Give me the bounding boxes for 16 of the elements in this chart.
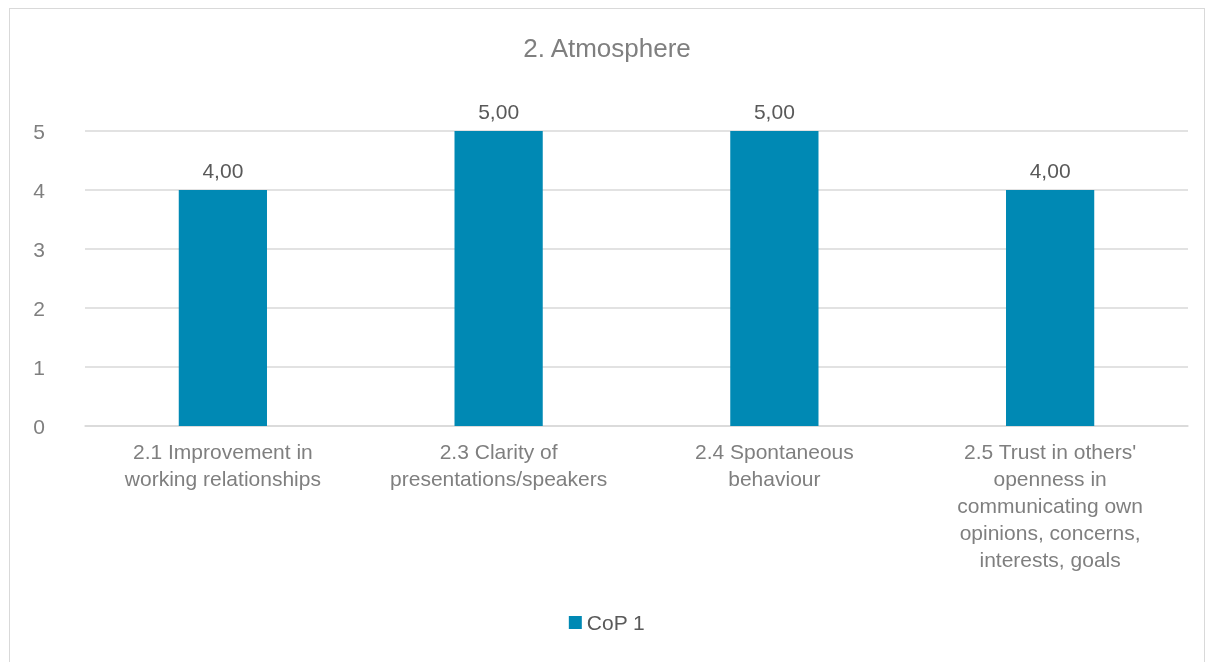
data-label: 5,00 <box>753 100 795 123</box>
data-label: 5,00 <box>478 100 520 123</box>
x-tick-label: 2.3 Clarity of presentations/speakers <box>390 440 608 490</box>
y-tick-label: 4 <box>33 178 46 202</box>
y-tick-label: 5 <box>33 119 45 143</box>
y-tick-label: 3 <box>33 237 45 261</box>
y-tick-label: 1 <box>33 355 45 379</box>
y-tick-label: 2 <box>33 296 45 320</box>
x-tick-label: 2.5 Trust in others' openness in communicating own opinions, concerns, interests, goals <box>957 440 1143 571</box>
x-tick-label: 2.4 Spontaneous behaviour <box>694 440 854 490</box>
legend-label: CoP 1 <box>586 611 645 634</box>
x-tick-label: 2.1 Improvement in working relationships <box>123 440 321 490</box>
y-tick-label: 0 <box>33 414 45 438</box>
chart-title: 2. Atmosphere <box>523 33 691 63</box>
data-label: 4,00 <box>202 159 244 182</box>
data-label: 4,00 <box>1029 159 1071 182</box>
